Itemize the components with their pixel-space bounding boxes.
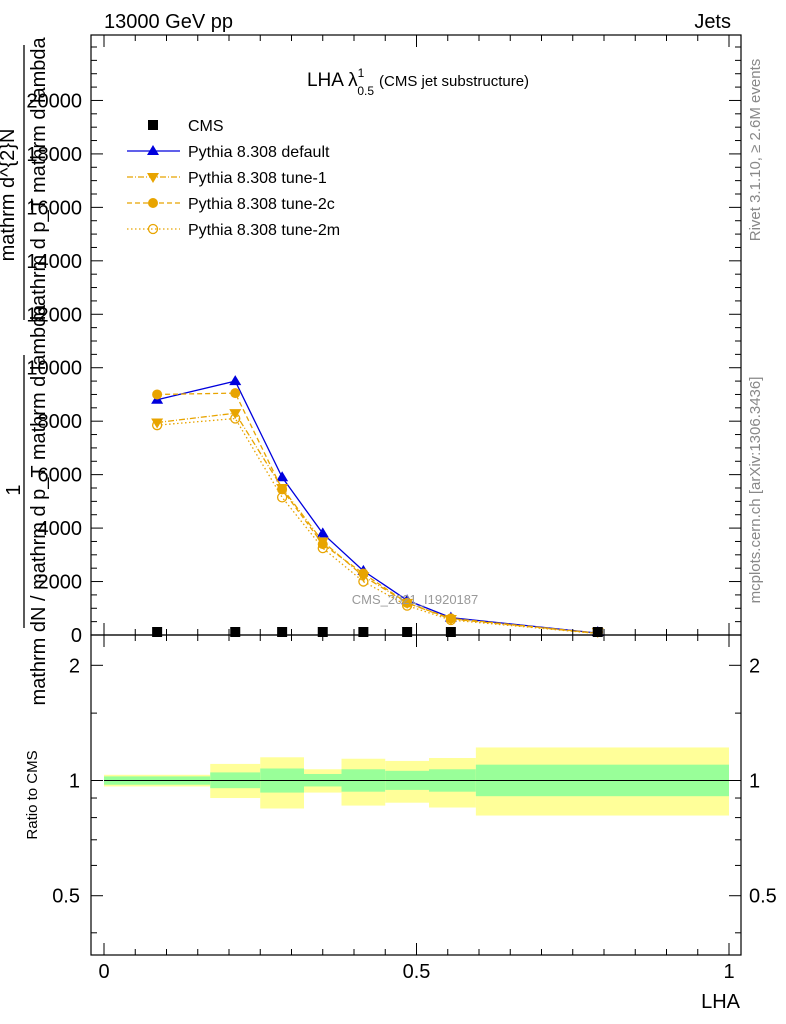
y-tick-label: 10000 — [26, 358, 82, 380]
chart-title-sub: 0.5 — [357, 84, 374, 98]
y-tick-label: 18000 — [26, 144, 82, 166]
header-right: Jets — [694, 11, 731, 33]
mcplots-label: mcplots.cern.ch [arXiv:1306.3436] — [747, 377, 764, 604]
y-tick-label: 4000 — [38, 518, 83, 540]
watermark: CMS_2021_I1920187 — [352, 592, 479, 607]
data-point-pythia-8-308-tune-2m — [230, 413, 241, 424]
data-point-cms — [277, 627, 288, 637]
chart-title-main: LHA λ — [307, 70, 358, 91]
data-point-cms — [402, 627, 413, 637]
series-line-pythia-8-308-tune-2m — [157, 417, 598, 635]
data-point-pythia-8-308-tune-2c — [277, 484, 288, 495]
y-tick-label: 14000 — [26, 251, 82, 273]
data-point-cms — [358, 627, 369, 637]
data-point-cms — [152, 627, 163, 637]
series-line-pythia-8-308-tune-2c — [157, 392, 598, 634]
data-point-pythia-8-308-default — [276, 471, 289, 482]
legend: CMS Pythia 8.308 default Pythia 8.308 tune… — [127, 118, 340, 239]
legend-label-pythia-8-308-default: Pythia 8.308 default — [188, 144, 330, 161]
data-point-pythia-8-308-tune-2c — [402, 597, 413, 608]
y-tick-label: 16000 — [26, 197, 82, 219]
data-point-pythia-8-308-tune-2c — [358, 568, 369, 579]
data-point-cms — [230, 627, 241, 637]
y-label-one: 1 — [3, 484, 25, 495]
chart-title: LHA λ1 0.5 (CMS jet substructure) — [307, 66, 529, 98]
data-point-pythia-8-308-tune-2m — [358, 576, 369, 587]
ratio-y-tick-label-right: 1 — [749, 771, 760, 793]
y-tick-label: 12000 — [26, 304, 82, 326]
data-point-pythia-8-308-tune-2m — [445, 614, 457, 626]
data-point-cms — [592, 627, 603, 637]
legend-label-pythia-8-308-tune-2m: Pythia 8.308 tune-2m — [188, 222, 340, 239]
x-axis-label: LHA — [701, 991, 741, 1013]
ratio-y-tick-label: 0.5 — [52, 886, 80, 908]
rivet-label: Rivet 3.1.10, ≥ 2.6M events — [747, 59, 764, 242]
x-tick-label: 0.5 — [403, 961, 431, 983]
x-tick-label: 0 — [98, 961, 109, 983]
y-tick-label: 8000 — [38, 411, 83, 433]
data-point-cms — [445, 627, 456, 637]
legend-marker-cms — [148, 120, 158, 130]
y-label-numerator: mathrm d^{2}N — [0, 129, 19, 262]
y-tick-label: 0 — [71, 625, 82, 647]
legend-label-pythia-8-308-tune-2c: Pythia 8.308 tune-2c — [188, 196, 335, 213]
legend-label-cms: CMS — [188, 118, 224, 135]
series-line-pythia-8-308-default — [156, 380, 598, 634]
y-tick-label: 6000 — [38, 465, 83, 487]
y-label-sub-denominator: mathrm d p_T mathrm d lambda — [28, 36, 50, 322]
data-point-pythia-8-308-tune-2m — [276, 492, 288, 503]
data-point-pythia-8-308-tune-2c — [230, 388, 241, 399]
data-point-pythia-8-308-default — [229, 375, 242, 386]
y-label-denominator: mathrm dN / mathrm d p_T mathrm d lambda — [28, 304, 50, 706]
y-axis-label: 1 mathrm dN / mathrm d p_T mathrm d lamb… — [0, 36, 50, 705]
legend-marker-pythia-8-308-tune-2m — [147, 223, 159, 235]
chart-title-rest: (CMS jet substructure) — [379, 73, 529, 90]
ratio-y-tick-label-right: 2 — [749, 655, 760, 677]
ratio-y-tick-label: 1 — [69, 771, 80, 793]
ratio-y-label: Ratio to CMS — [24, 750, 41, 839]
data-point-pythia-8-308-tune-2c — [152, 389, 163, 400]
legend-marker-pythia-8-308-default — [147, 145, 159, 155]
ratio-y-tick-label: 2 — [69, 655, 80, 677]
header-left: 13000 GeV pp — [104, 11, 233, 33]
legend-label-pythia-8-308-tune-1: Pythia 8.308 tune-1 — [188, 170, 327, 187]
chart-title-sup: 1 — [358, 66, 365, 80]
legend-marker-pythia-8-308-tune-2c — [148, 198, 158, 208]
ratio-y-tick-label-right: 0.5 — [749, 886, 777, 908]
y-tick-label: 2000 — [38, 572, 83, 594]
legend-marker-pythia-8-308-tune-1 — [147, 173, 159, 183]
data-point-pythia-8-308-default — [316, 527, 329, 538]
data-point-pythia-8-308-tune-2m — [317, 542, 328, 554]
ratio-plot-panel: 0.5 0.5 1 1 2 2 0 0.5 1 Ratio to CMS LHA — [24, 634, 777, 1013]
data-point-pythia-8-308-tune-2m — [401, 600, 413, 611]
y-tick-label: 20000 — [26, 90, 82, 112]
main-plot-panel: 0 2000 4000 6000 8000 10000 12000 14000 16000 180… — [0, 34, 742, 705]
data-point-pythia-8-308-tune-2m — [151, 420, 163, 431]
x-tick-label: 1 — [723, 961, 734, 983]
